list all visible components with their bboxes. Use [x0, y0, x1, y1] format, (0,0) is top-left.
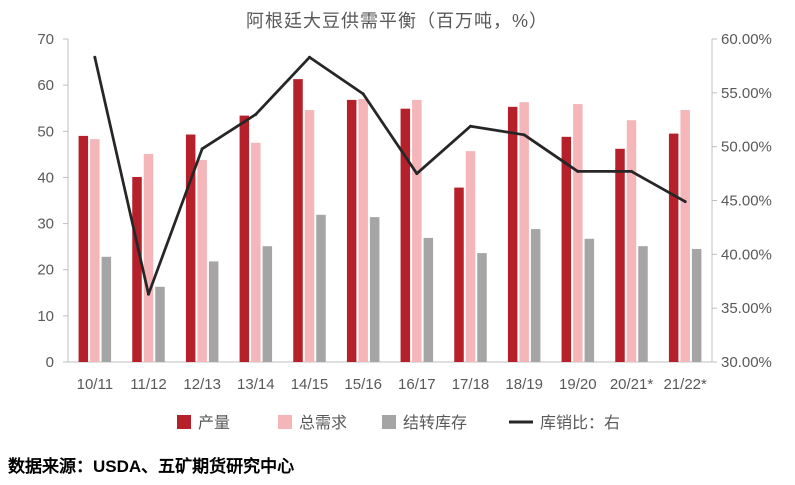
stock-to-use-point-18-19 — [522, 133, 526, 137]
ending-stocks-bar-17-18 — [477, 253, 487, 362]
x-axis-label-11-12: 11/12 — [130, 376, 166, 393]
right-axis-tick-label: 35.00% — [721, 300, 772, 317]
right-axis-tick-label: 45.00% — [721, 193, 772, 210]
x-axis-label-20-21: 20/21* — [610, 376, 654, 393]
stock-to-use-point-12-13 — [200, 147, 204, 151]
x-axis-label-12-13: 12/13 — [183, 376, 221, 393]
ending-stocks-bar-19-20 — [584, 238, 595, 362]
right-axis-tick-label: 30.00% — [721, 354, 772, 371]
production-bar-19-20 — [561, 136, 572, 362]
x-axis-label-14-15: 14/15 — [291, 376, 329, 393]
legend-label-ending-stocks: 结转库存 — [403, 414, 467, 432]
total-demand-bar-17-18 — [465, 151, 476, 362]
ending-stocks-bar-10-11 — [101, 256, 112, 362]
line-series — [93, 55, 687, 296]
left-axis-tick-label: 10 — [37, 308, 54, 325]
legend-swatch-total-demand — [278, 415, 292, 429]
x-axis-label-19-20: 19/20 — [559, 376, 597, 393]
ending-stocks-bar-20-21 — [638, 246, 648, 362]
ending-stocks-bar-21-22 — [691, 248, 702, 362]
ending-stocks-bar-12-13 — [208, 261, 219, 362]
stock-to-use-point-14-15 — [308, 55, 311, 59]
production-bar-18-19 — [507, 106, 518, 362]
legend: 产量 总需求 结转库存 库销比：右 — [177, 414, 620, 432]
total-demand-bar-15-16 — [358, 98, 368, 363]
stock-to-use-line — [93, 55, 686, 296]
ending-stocks-bar-11-12 — [155, 286, 165, 362]
right-axis-tick-label: 55.00% — [721, 85, 772, 102]
plot-area: 0 10 20 30 40 50 60 70 30.00% 35.00% 40.00% 45.00%… — [37, 31, 772, 393]
x-axis-label-17-18: 17/18 — [452, 376, 490, 393]
right-axis-ticks: 30.00% 35.00% 40.00% 45.00% 50.00% 55.00% 60.0… — [712, 31, 772, 371]
source-note: 数据来源：USDA、五矿期货研究中心 — [8, 456, 294, 476]
total-demand-bar-19-20 — [573, 104, 583, 362]
x-axis-labels: 10/11 11/12 12/13 13/14 14/15 15/16 16/17 17/18… — [77, 376, 707, 393]
production-bar-10-11 — [78, 135, 89, 362]
production-bar-16-17 — [400, 108, 411, 363]
ending-stocks-bar-16-17 — [423, 237, 434, 362]
x-axis-label-21-22: 21/22* — [663, 376, 707, 393]
ending-stocks-bar-14-15 — [316, 214, 326, 362]
production-bar-17-18 — [454, 187, 464, 362]
ending-stocks-bar-15-16 — [369, 217, 380, 362]
right-axis-tick-label: 50.00% — [721, 139, 772, 156]
total-demand-bar-12-13 — [197, 159, 207, 362]
legend-swatch-ending-stocks — [382, 415, 396, 429]
stock-to-use-point-10-11 — [93, 55, 97, 59]
stock-to-use-point-13-14 — [254, 112, 258, 116]
stock-to-use-point-11-12 — [147, 292, 150, 296]
left-axis-tick-label: 60 — [37, 77, 54, 94]
total-demand-bar-18-19 — [519, 102, 529, 362]
stock-to-use-point-20-21 — [630, 169, 633, 173]
right-axis-tick-label: 60.00% — [721, 31, 772, 48]
production-bar-14-15 — [293, 79, 303, 362]
total-demand-bar-20-21 — [626, 120, 637, 363]
stock-to-use-point-16-17 — [415, 172, 419, 176]
ending-stocks-bar-13-14 — [262, 246, 273, 362]
ending-stocks-bar-18-19 — [530, 229, 541, 362]
left-axis-tick-label: 50 — [37, 123, 54, 140]
stock-to-use-point-19-20 — [576, 169, 580, 173]
production-bar-21-22 — [668, 133, 679, 362]
legend-label-total-demand: 总需求 — [299, 414, 347, 432]
total-demand-bar-16-17 — [412, 99, 422, 362]
production-bar-11-12 — [132, 176, 142, 362]
x-axis-label-13-14: 13/14 — [237, 376, 275, 393]
x-axis-label-18-19: 18/19 — [505, 376, 543, 393]
left-axis-tick-label: 40 — [37, 169, 54, 186]
left-axis-tick-label: 0 — [46, 354, 54, 371]
total-demand-bar-21-22 — [680, 110, 690, 362]
legend-label-production: 产量 — [198, 414, 230, 432]
production-bar-13-14 — [239, 115, 250, 362]
stock-to-use-point-17-18 — [469, 124, 472, 128]
total-demand-bar-10-11 — [90, 139, 100, 362]
total-demand-bar-14-15 — [304, 110, 315, 362]
left-axis-tick-label: 70 — [37, 31, 54, 48]
legend-swatch-production — [177, 415, 191, 429]
production-bar-12-13 — [185, 134, 196, 362]
stock-to-use-point-21-22 — [683, 200, 687, 204]
left-axis-tick-label: 30 — [37, 216, 54, 233]
x-axis-label-15-16: 15/16 — [344, 376, 382, 393]
total-demand-bar-13-14 — [251, 142, 261, 362]
chart-title: 阿根廷大豆供需平衡（百万吨，%） — [246, 11, 548, 31]
production-bar-20-21 — [615, 148, 625, 362]
x-axis-label-10-11: 10/11 — [77, 376, 113, 393]
x-axis-label-16-17: 16/17 — [398, 376, 436, 393]
left-axis-ticks: 0 10 20 30 40 50 60 70 — [37, 31, 68, 371]
right-axis-tick-label: 40.00% — [721, 246, 772, 263]
left-axis-tick-label: 20 — [37, 262, 54, 279]
production-bar-15-16 — [346, 99, 357, 362]
bar-series — [78, 79, 702, 363]
legend-label-stock-to-use: 库销比：右 — [540, 414, 620, 432]
stock-to-use-point-15-16 — [361, 92, 365, 96]
total-demand-bar-11-12 — [143, 153, 154, 362]
